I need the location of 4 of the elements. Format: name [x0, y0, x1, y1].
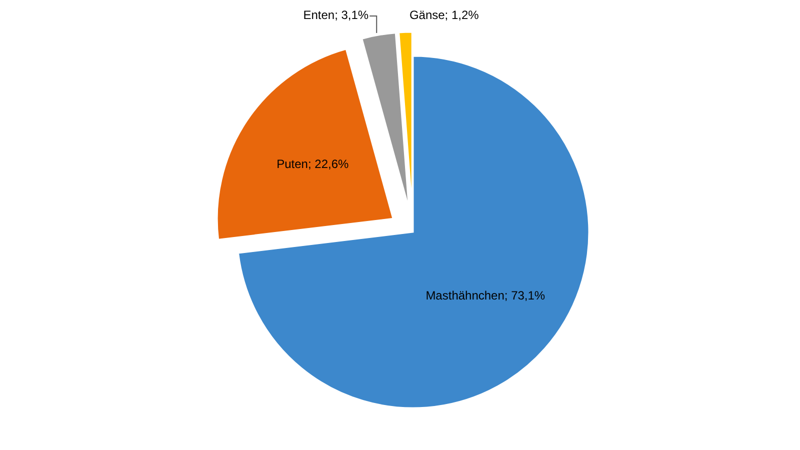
slice-label: Puten; 22,6% — [276, 156, 350, 171]
slice-label: Masthähnchen; 73,1% — [426, 288, 546, 302]
slice-label: Enten; 3,1% — [303, 8, 369, 22]
slice-label: Gänse; 1,2% — [409, 8, 480, 22]
